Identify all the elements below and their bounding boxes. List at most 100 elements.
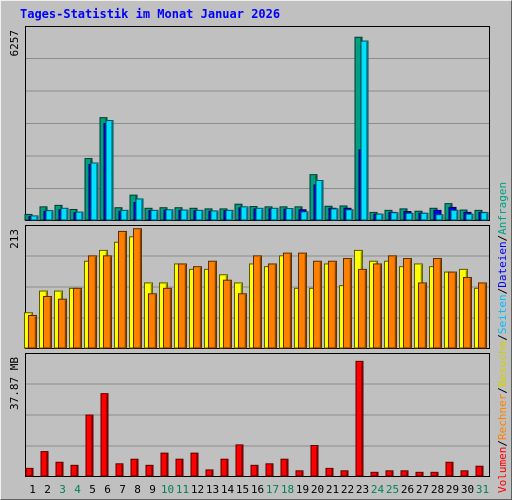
x-tick-label-day-8: 8 [134, 483, 141, 496]
bar-rechner-day-23 [358, 268, 367, 349]
legend-separator: / [496, 235, 509, 242]
bar-seiten-day-14 [225, 209, 234, 221]
bar-volumen-day-21 [325, 467, 334, 477]
bar-seiten-day-6 [105, 120, 114, 221]
x-tick-label-day-26: 26 [401, 483, 414, 496]
x-axis-day-labels: 1 2 3 4 5 6 7 8 9 10 11 12 13 14 15 16 17 18 19 20 21 22 23 24 2… [29, 483, 489, 496]
bar-seiten-day-29 [450, 209, 459, 221]
bar-rechner-day-15 [238, 293, 247, 349]
bar-rechner-day-14 [223, 279, 232, 349]
chart-title: Tages-Statistik im Monat Januar 2026 [20, 7, 281, 21]
bar-volumen-day-19 [295, 470, 304, 477]
legend-item-seiten: Seiten [496, 294, 509, 334]
bar-rechner-day-18 [283, 252, 292, 349]
bar-volumen-day-31 [475, 465, 484, 477]
bar-seiten-day-23 [360, 40, 369, 221]
bar-volumen-day-6 [100, 393, 109, 477]
x-tick-label-day-31: 31 [476, 483, 489, 496]
x-tick-label-day-1: 1 [29, 483, 36, 496]
bar-rechner-day-16 [253, 255, 262, 349]
bar-rechner-day-4 [73, 287, 82, 349]
legend-item-rechner: Rechner [496, 393, 509, 440]
bar-volumen-day-27 [415, 471, 424, 477]
x-tick-label-day-3: 3 [59, 483, 66, 496]
x-tick-label-day-13: 13 [206, 483, 219, 496]
bar-volumen-day-30 [460, 470, 469, 477]
bar-seiten-day-2 [45, 210, 54, 221]
series-volumen [25, 360, 484, 477]
bar-volumen-day-14 [220, 458, 229, 477]
legend-separator: / [496, 334, 509, 341]
bar-seiten-day-17 [270, 207, 279, 221]
bar-rechner-day-3 [58, 298, 67, 349]
bar-rechner-day-12 [193, 266, 202, 349]
bar-seiten-day-28 [435, 214, 444, 221]
bar-seiten-day-5 [90, 162, 99, 221]
legend-separator: / [496, 288, 509, 295]
bar-seiten-day-15 [240, 206, 249, 221]
bar-rechner-day-1 [28, 314, 37, 349]
bar-volumen-day-25 [385, 470, 394, 477]
bar-volumen-day-22 [340, 470, 349, 477]
bar-rechner-day-17 [268, 263, 277, 349]
legend-separator: / [496, 440, 509, 447]
legend-item-volumen: Volumen [496, 447, 509, 493]
bar-seiten-day-16 [255, 207, 264, 221]
bar-rechner-day-8 [133, 228, 142, 349]
x-tick-label-day-11: 11 [176, 483, 189, 496]
bar-rechner-day-25 [388, 255, 397, 349]
bar-seiten-day-24 [375, 213, 384, 221]
bar-rechner-day-22 [343, 258, 352, 349]
bar-volumen-day-15 [235, 444, 244, 477]
bar-seiten-day-8 [135, 198, 144, 221]
bar-seiten-day-25 [390, 212, 399, 221]
bar-rechner-day-6 [103, 255, 112, 349]
bar-rechner-day-27 [418, 282, 427, 349]
bar-rechner-day-30 [463, 277, 472, 349]
y-max-label: 6257 [8, 30, 21, 57]
bar-volumen-day-7 [115, 463, 124, 477]
bar-seiten-day-18 [285, 208, 294, 221]
bar-volumen-day-8 [130, 458, 139, 477]
bar-rechner-day-28 [433, 258, 442, 349]
bar-seiten-day-11 [180, 209, 189, 221]
legend-item-dateien: Dateien [496, 241, 509, 287]
chart-panel-requests-files-pages: 6257 [8, 26, 490, 221]
bar-rechner-day-31 [478, 282, 487, 349]
bar-volumen-day-26 [400, 470, 409, 477]
x-tick-label-day-4: 4 [74, 483, 81, 496]
x-tick-label-day-30: 30 [461, 483, 474, 496]
bar-volumen-day-20 [310, 445, 319, 477]
x-tick-label-day-24: 24 [371, 483, 385, 496]
series-rechner [28, 228, 487, 349]
x-tick-label-day-2: 2 [44, 483, 51, 496]
legend-item-anfragen: Anfragen [496, 182, 509, 235]
bar-seiten-day-31 [480, 212, 489, 221]
series-seiten [30, 40, 489, 221]
x-tick-label-day-15: 15 [236, 483, 249, 496]
bar-seiten-day-22 [345, 209, 354, 221]
x-tick-label-day-23: 23 [356, 483, 369, 496]
bar-volumen-day-3 [55, 461, 64, 477]
bar-rechner-day-19 [298, 252, 307, 349]
legend: Volumen/Rechner/Besuche/Seiten/Dateien/A… [496, 182, 509, 493]
bar-volumen-day-9 [145, 464, 154, 477]
x-tick-label-day-19: 19 [296, 483, 309, 496]
y-max-label: 213 [8, 229, 21, 249]
x-tick-label-day-6: 6 [104, 483, 111, 496]
y-max-label: 37.87 MB [8, 357, 21, 410]
bar-rechner-day-11 [178, 263, 187, 349]
bar-rechner-day-29 [448, 271, 457, 349]
x-tick-label-day-9: 9 [149, 483, 156, 496]
bar-rechner-day-10 [163, 287, 172, 349]
bar-volumen-day-29 [445, 461, 454, 477]
bar-volumen-day-18 [280, 458, 289, 477]
bar-volumen-day-24 [370, 471, 379, 477]
chart-panel-visits-sites: 213 [8, 225, 490, 349]
bar-rechner-day-26 [403, 258, 412, 349]
x-tick-label-day-18: 18 [281, 483, 294, 496]
bar-rechner-day-21 [328, 260, 337, 349]
bar-volumen-day-23 [355, 360, 364, 477]
x-tick-label-day-21: 21 [326, 483, 339, 496]
